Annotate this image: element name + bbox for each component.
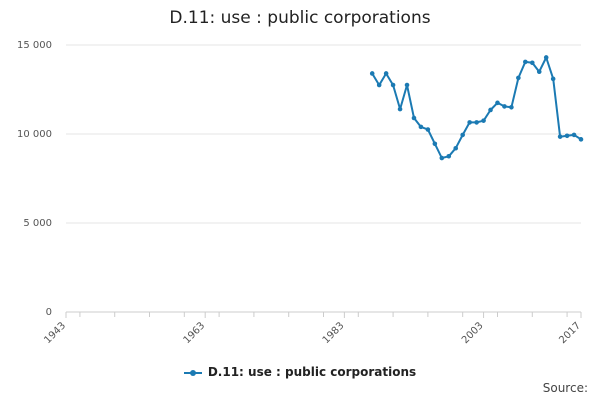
data-point xyxy=(481,118,486,123)
data-point xyxy=(404,82,410,88)
x-tick-label: 2017 xyxy=(557,320,583,346)
data-point xyxy=(557,134,563,139)
data-point xyxy=(411,115,417,121)
chart-title: D.11: use : public corporations xyxy=(169,8,431,28)
y-tick-label: 0 xyxy=(46,307,52,318)
series-layer xyxy=(369,55,584,161)
source-label: Source: xyxy=(542,381,588,395)
data-point xyxy=(529,60,535,66)
data-point xyxy=(550,76,556,82)
data-point xyxy=(376,82,382,88)
data-point xyxy=(369,71,375,76)
y-tick-label: 15 000 xyxy=(17,40,52,51)
legend-marker xyxy=(189,369,196,376)
data-point xyxy=(571,132,577,138)
y-tick-label: 10 000 xyxy=(17,129,52,140)
x-tick-label: 2003 xyxy=(460,320,486,346)
legend: D.11: use : public corporations xyxy=(0,365,600,379)
data-point xyxy=(495,100,500,106)
data-point xyxy=(460,132,465,138)
x-tick-label: 1943 xyxy=(42,320,68,346)
data-point xyxy=(474,120,479,125)
data-point xyxy=(467,120,472,125)
data-point xyxy=(543,55,549,60)
data-point xyxy=(509,105,514,110)
data-point xyxy=(516,75,521,81)
data-point xyxy=(439,155,445,161)
data-point xyxy=(523,59,528,65)
data-point xyxy=(502,104,507,109)
data-point xyxy=(418,124,424,130)
data-point xyxy=(488,107,493,113)
data-point xyxy=(390,82,396,88)
y-tick-label: 5 000 xyxy=(23,218,52,229)
gridlines xyxy=(66,44,581,313)
x-tick-label: 1963 xyxy=(182,320,208,346)
data-point xyxy=(432,141,438,147)
data-point xyxy=(578,137,584,142)
data-point xyxy=(397,106,403,112)
data-point xyxy=(383,71,389,76)
data-point xyxy=(536,69,542,74)
legend-label: D.11: use : public corporations xyxy=(207,365,417,379)
x-tick-label: 1983 xyxy=(321,320,347,346)
data-point xyxy=(425,127,431,132)
legend-swatch xyxy=(183,369,202,376)
data-point xyxy=(564,133,570,139)
axes: 0 5 000 10 000 15 000 1943 1963 1983 2003 2017 xyxy=(17,40,583,346)
series-line xyxy=(371,56,582,159)
data-point xyxy=(453,145,459,151)
data-point xyxy=(446,153,452,159)
